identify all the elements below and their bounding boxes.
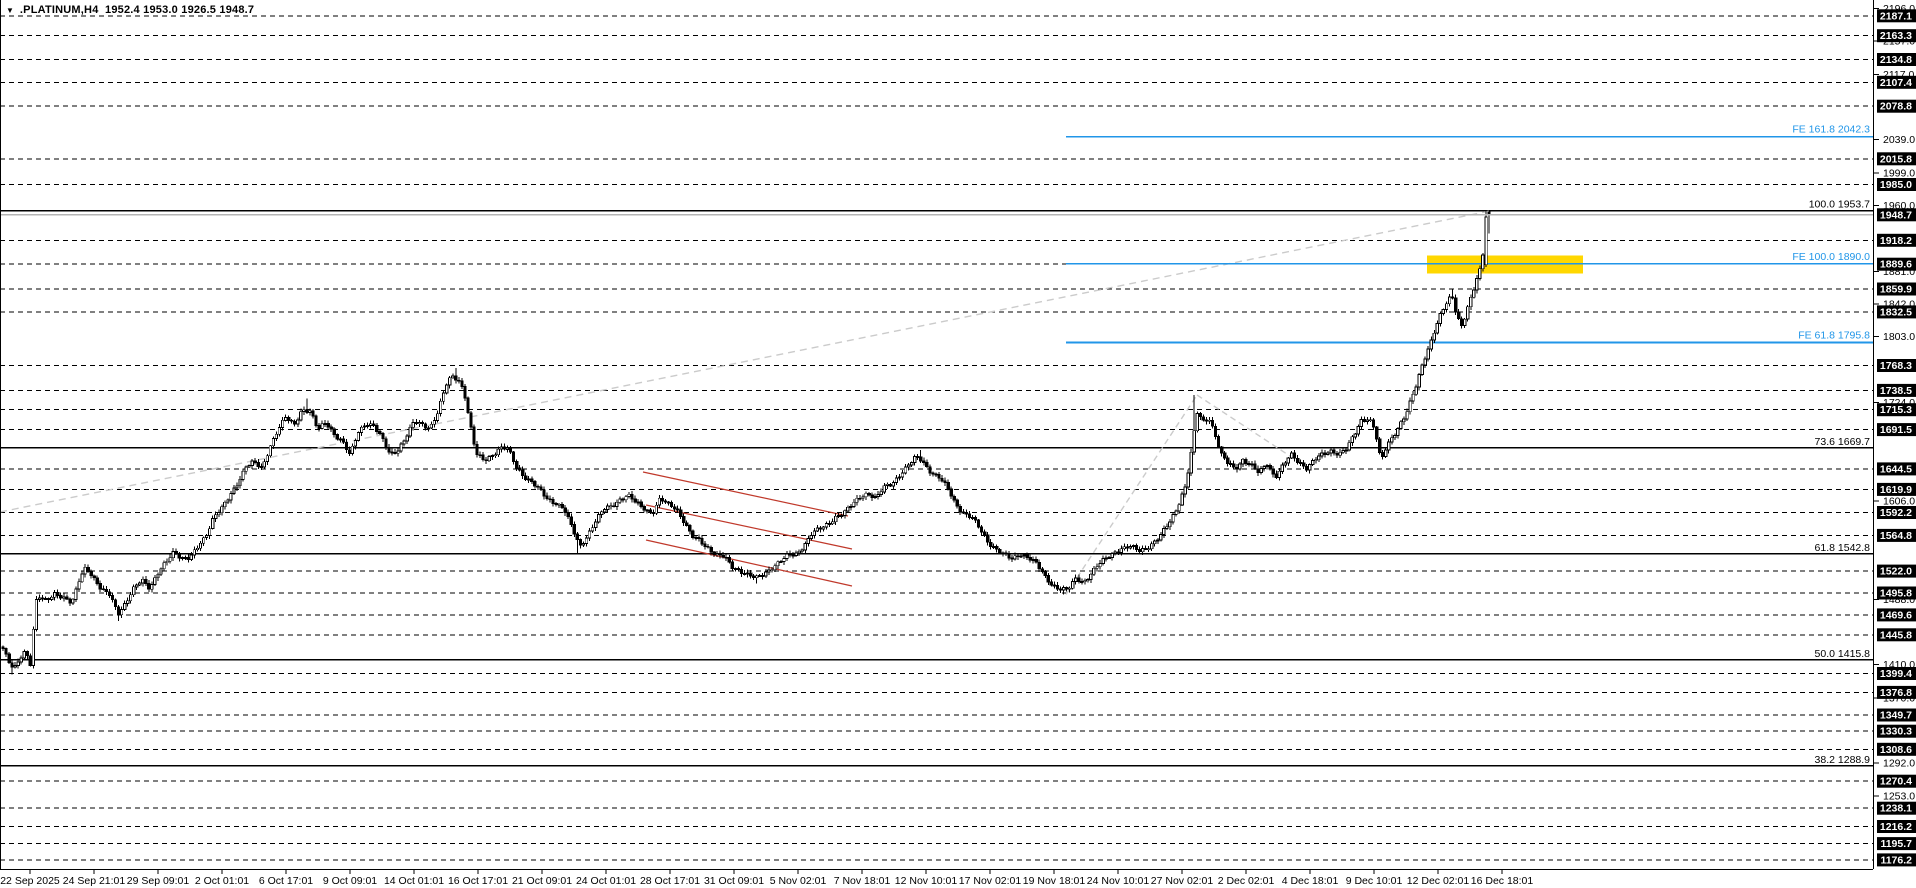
- plot-borders: [0, 0, 1874, 870]
- svg-text:73.6 1669.7: 73.6 1669.7: [1815, 436, 1871, 448]
- fib-expansion-labels: FE 161.8 2042.3 FE 100.0 1890.0 FE 61.8 17…: [1792, 124, 1870, 342]
- price-badge: 2107.4: [1880, 77, 1912, 89]
- price-badge: 2134.8: [1880, 54, 1912, 66]
- time-tick: 7 Nov 18:01: [834, 875, 891, 887]
- time-tick: 6 Oct 17:01: [259, 875, 313, 887]
- price-tick: 1999.0: [1883, 167, 1915, 179]
- price-tick: 1292.0: [1883, 758, 1915, 770]
- time-tick: 29 Sep 09:01: [127, 875, 190, 887]
- candles: [1, 210, 1491, 675]
- time-tick: 24 Oct 01:01: [576, 875, 636, 887]
- price-badge: 1376.8: [1880, 687, 1912, 699]
- level-lines: [0, 15, 1873, 861]
- ohlc-high: 1953.0: [143, 4, 179, 16]
- fib-expansion-lines[interactable]: [1066, 135, 1873, 344]
- price-tick: 2039.0: [1883, 134, 1915, 146]
- price-badge: 1176.2: [1880, 854, 1912, 866]
- price-badge: 1768.3: [1880, 360, 1912, 372]
- time-tick: 16 Dec 18:01: [1471, 875, 1534, 887]
- svg-text:FE 61.8 1795.8: FE 61.8 1795.8: [1798, 330, 1870, 342]
- price-badge: 1985.0: [1880, 179, 1912, 191]
- price-badge: 1399.4: [1880, 668, 1912, 680]
- time-tick: 19 Nov 18:01: [1023, 875, 1086, 887]
- time-tick: 12 Nov 10:01: [895, 875, 958, 887]
- symbol-marker-icon[interactable]: ▼: [6, 5, 14, 15]
- price-badge: 1349.7: [1880, 710, 1912, 722]
- ohlc-close: 1948.7: [219, 4, 255, 16]
- price-tick: 1253.0: [1883, 790, 1915, 802]
- price-badge: 1859.9: [1880, 284, 1912, 296]
- price-badge: 1592.2: [1880, 507, 1912, 519]
- svg-text:61.8 1542.8: 61.8 1542.8: [1815, 542, 1871, 554]
- time-tick: 24 Sep 21:01: [63, 875, 126, 887]
- time-tick: 9 Dec 10:01: [1346, 875, 1403, 887]
- price-badge: 1738.5: [1880, 385, 1912, 397]
- price-badge: 1195.7: [1880, 838, 1912, 850]
- price-tick: 1803.0: [1883, 331, 1915, 343]
- price-axis[interactable]: 2196.02157.02117.02039.01999.01960.01881…: [1873, 0, 1916, 888]
- symbol-period-label: .PLATINUM,H4 1952.4 1953.0 1926.5 1948.7: [19, 4, 255, 16]
- svg-text:100.0 1953.7: 100.0 1953.7: [1809, 199, 1870, 211]
- price-badge: 2015.8: [1880, 153, 1912, 165]
- fib-expansion-anchors[interactable]: [1065, 394, 1301, 595]
- time-tick: 17 Nov 02:01: [959, 875, 1022, 887]
- price-badge: 1216.2: [1880, 821, 1912, 833]
- price-badge: 1644.5: [1880, 463, 1912, 475]
- time-tick: 31 Oct 09:01: [704, 875, 764, 887]
- price-badge: 1522.0: [1880, 566, 1912, 578]
- time-tick: 4 Dec 18:01: [1282, 875, 1339, 887]
- fib-retracement-labels: 100.0 1953.7 73.6 1669.7 61.8 1542.8 50.0 1…: [1809, 199, 1870, 766]
- price-badges: 2187.1 2163.3 2134.8 2107.4 2078.8 2015.8 1985…: [1877, 9, 1916, 867]
- fib-retracement-lines[interactable]: [0, 209, 1873, 767]
- time-tick: 12 Dec 02:01: [1407, 875, 1470, 887]
- price-badge: 1308.6: [1880, 744, 1912, 756]
- price-badge: 1330.3: [1880, 726, 1912, 738]
- price-badge: 1270.4: [1880, 776, 1912, 788]
- price-badge: 1564.8: [1880, 530, 1912, 542]
- time-tick: 27 Nov 02:01: [1151, 875, 1214, 887]
- price-badge: 2163.3: [1880, 30, 1912, 42]
- time-tick: 5 Nov 02:01: [770, 875, 827, 887]
- ohlc-low: 1926.5: [181, 4, 217, 16]
- time-tick: 2 Oct 01:01: [195, 875, 249, 887]
- price-badge: 1445.8: [1880, 629, 1912, 641]
- price-badge: 1889.6: [1880, 259, 1912, 271]
- time-tick: 16 Oct 17:01: [448, 875, 508, 887]
- price-badge: 2078.8: [1880, 101, 1912, 113]
- time-tick: 28 Oct 17:01: [640, 875, 700, 887]
- time-tick: 2 Dec 02:01: [1218, 875, 1275, 887]
- time-tick: 24 Nov 10:01: [1087, 875, 1150, 887]
- time-tick: 22 Sep 2025: [0, 875, 60, 887]
- ohlc-open: 1952.4: [105, 4, 140, 16]
- svg-text:FE 161.8 2042.3: FE 161.8 2042.3: [1792, 124, 1870, 136]
- price-badge: 1495.8: [1880, 588, 1912, 600]
- price-badge: 1948.7: [1880, 209, 1912, 221]
- time-axis[interactable]: 22 Sep 2025 24 Sep 21:01 29 Sep 09:01 2 Oct…: [0, 869, 1533, 887]
- time-tick: 9 Oct 09:01: [323, 875, 377, 887]
- chart-title: ▼ .PLATINUM,H4 1952.4 1953.0 1926.5 1948…: [6, 4, 254, 16]
- svg-text:FE 100.0 1890.0: FE 100.0 1890.0: [1792, 251, 1870, 263]
- svg-text:38.2 1288.9: 38.2 1288.9: [1815, 754, 1871, 766]
- price-tick: 1606.0: [1883, 496, 1915, 508]
- time-tick: 21 Oct 09:01: [512, 875, 572, 887]
- price-badge: 1691.5: [1880, 424, 1912, 436]
- price-badge: 1469.6: [1880, 609, 1912, 621]
- price-badge: 1715.3: [1880, 404, 1912, 416]
- price-badge: 1918.2: [1880, 235, 1912, 247]
- price-badge: 1238.1: [1880, 803, 1912, 815]
- gray-trendline[interactable]: [0, 210, 1491, 513]
- price-badge: 1832.5: [1880, 306, 1912, 318]
- price-badge: 1619.9: [1880, 484, 1912, 496]
- time-tick: 14 Oct 01:01: [384, 875, 444, 887]
- svg-text:50.0 1415.8: 50.0 1415.8: [1815, 648, 1871, 660]
- price-badge: 2187.1: [1880, 10, 1912, 22]
